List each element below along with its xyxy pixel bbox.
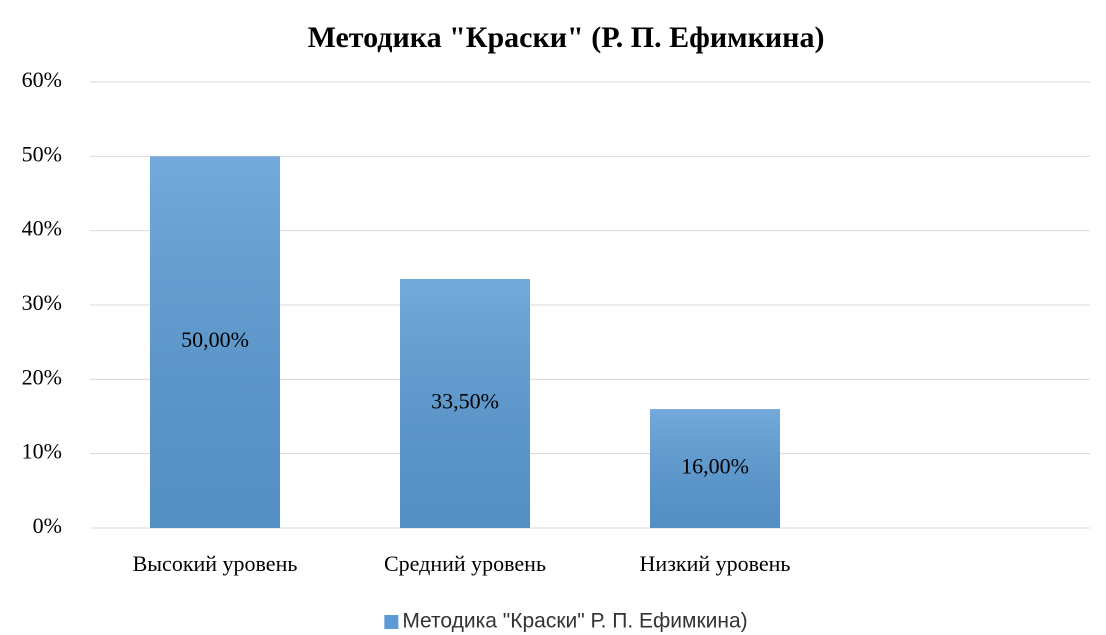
y-tick-label: 40% — [22, 216, 62, 241]
y-tick-label: 0% — [33, 513, 62, 538]
data-label: 16,00% — [681, 454, 749, 479]
chart-title: Методика "Краски" (Р. П. Ефимкина) — [308, 21, 825, 54]
legend-swatch — [384, 615, 399, 629]
data-label: 33,50% — [431, 389, 499, 414]
legend-label: Методика "Краски" Р. П. Ефимкина) — [402, 610, 747, 633]
y-tick-label: 20% — [22, 364, 62, 389]
x-tick-label: Низкий уровень — [640, 551, 791, 576]
bar-shade — [400, 278, 530, 528]
y-tick-label: 50% — [22, 141, 62, 166]
y-tick-label: 30% — [22, 290, 62, 315]
y-tick-label: 10% — [22, 439, 62, 464]
bar-shade — [150, 156, 280, 529]
x-tick-label: Средний уровень — [384, 551, 546, 576]
x-tick-label: Высокий уровень — [133, 551, 298, 576]
y-tick-label: 60% — [22, 67, 62, 92]
data-label: 50,00% — [181, 327, 249, 352]
bar-shade — [650, 409, 780, 528]
